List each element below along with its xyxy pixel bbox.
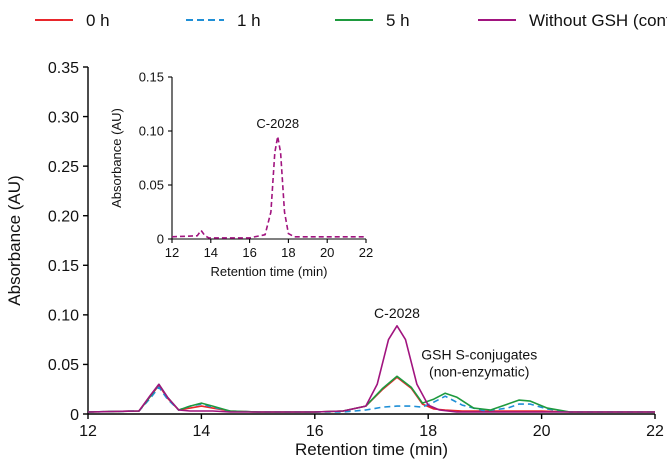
y-tick-label: 0.30 — [48, 109, 79, 126]
x-tick-label: 18 — [281, 245, 295, 260]
x-tick-label: 22 — [646, 423, 664, 440]
legend-item-0: 0 h — [35, 11, 110, 30]
legend-item-1: 1 h — [186, 11, 261, 30]
series-line-1 — [87, 386, 655, 413]
legend-item-2: 5 h — [335, 11, 410, 30]
y-tick-label: 0.05 — [48, 357, 79, 374]
x-tick-label: 12 — [165, 245, 179, 260]
legend-label: 5 h — [386, 11, 410, 30]
series-line-0 — [171, 135, 366, 239]
x-tick-label: 22 — [359, 245, 373, 260]
x-tick-label: 20 — [320, 245, 334, 260]
y-tick-label: 0.15 — [48, 258, 79, 275]
main-chart: 0 0.05 0.10 0.15 0.20 0.25 0.30 0.35 12 14 16 18 20 2… — [5, 60, 664, 459]
y-tick-label: 0.15 — [139, 70, 164, 85]
y-axis-title: Absorbance (AU) — [5, 175, 24, 305]
legend-label: Without GSH (control) — [529, 11, 667, 30]
x-axis-title: Retention time (min) — [210, 264, 327, 279]
legend-label: 0 h — [86, 11, 110, 30]
x-tick-label: 14 — [204, 245, 218, 260]
x-tick-label: 12 — [79, 423, 97, 440]
y-tick-label: 0.05 — [139, 178, 164, 193]
legend-item-3: Without GSH (control) — [478, 11, 667, 30]
annotation-label: (non-enzymatic) — [429, 363, 529, 379]
legend-label: 1 h — [237, 11, 261, 30]
legend: 0 h 1 h 5 h Without GSH (control) — [35, 11, 667, 30]
y-tick-label: 0.25 — [48, 159, 79, 176]
y-axis-title: Absorbance (AU) — [109, 108, 124, 208]
y-tick-label: 0.35 — [48, 60, 79, 77]
y-tick-label: 0 — [157, 232, 164, 247]
x-tick-label: 16 — [242, 245, 256, 260]
y-tick-label: 0 — [70, 407, 79, 424]
annotation-label: C-2028 — [374, 305, 420, 321]
inset-chart: 0 0.05 0.10 0.15 12 14 16 18 20 22 Retention time … — [109, 70, 373, 279]
annotation-label: C-2028 — [256, 116, 299, 131]
y-tick-label: 0.20 — [48, 208, 79, 225]
x-tick-label: 16 — [306, 423, 324, 440]
x-tick-label: 18 — [419, 423, 437, 440]
series-line-3 — [87, 324, 655, 413]
y-tick-label: 0.10 — [48, 308, 79, 325]
x-tick-label: 20 — [533, 423, 551, 440]
x-tick-label: 14 — [193, 423, 211, 440]
y-tick-label: 0.10 — [139, 124, 164, 139]
annotation-label: GSH S-conjugates — [421, 346, 537, 362]
x-axis-title: Retention time (min) — [295, 440, 448, 459]
